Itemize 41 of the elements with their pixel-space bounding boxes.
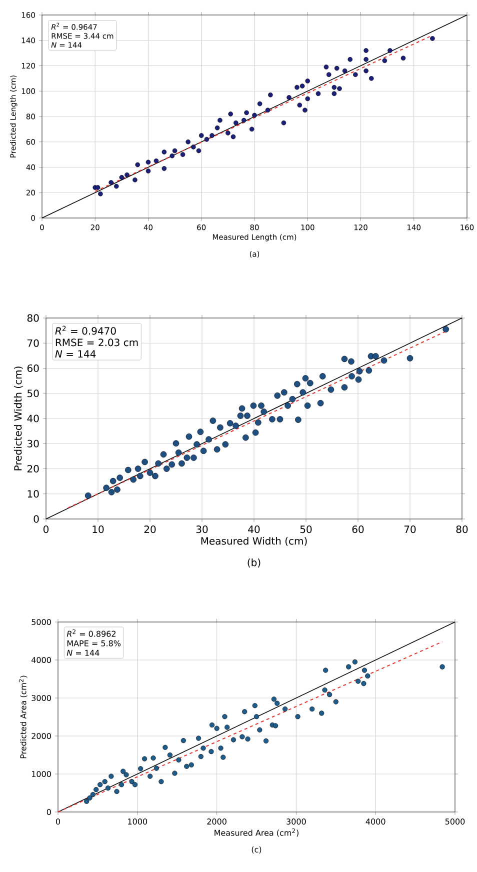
- x-tick-label: 50: [300, 526, 312, 534]
- y-tick-label: 0: [46, 808, 51, 816]
- y-tick-label: 4000: [31, 656, 51, 664]
- x-axis-title: Measured Area (cm$^{2}$): [214, 828, 298, 837]
- x-axis-title: Measured Width (cm): [201, 536, 307, 546]
- text: (c): [252, 846, 261, 854]
- x-tick-label: 0: [56, 818, 60, 825]
- x-tick-label: 20: [144, 526, 156, 534]
- x-tick-label: 70: [404, 526, 416, 534]
- x-tick-label: 10: [92, 526, 104, 534]
- text: (b): [248, 558, 260, 568]
- y-axis-title: Predicted Width (cm): [14, 366, 23, 470]
- y-tick-label: 20: [27, 464, 39, 473]
- annotation: N = 144: [66, 650, 100, 656]
- x-tick-label: 2000: [206, 818, 226, 825]
- y-tick-label: 40: [26, 414, 39, 422]
- annotation: R$^{2}$ = 0.8962: [66, 629, 116, 637]
- y-tick-label: 10: [28, 490, 39, 498]
- x-tick-label: 30: [196, 526, 208, 534]
- y-tick-label: 5000: [31, 618, 51, 626]
- y-tick-label: 60: [27, 364, 39, 372]
- y-tick-label: 1000: [32, 770, 51, 778]
- y-tick-label: 80: [27, 314, 39, 322]
- annotation: R$^{2}$ = 0.9470: [54, 326, 116, 335]
- annotation: N = 144: [54, 350, 96, 358]
- y-tick-label: 0: [34, 515, 39, 523]
- x-tick-label: 5000: [445, 818, 464, 825]
- y-tick-label: 50: [27, 390, 39, 398]
- y-tick-label: 30: [27, 440, 39, 448]
- annotation: MAPE = 5.8%: [67, 640, 120, 646]
- y-tick-label: 3000: [31, 694, 51, 702]
- y-tick-label: 2000: [31, 732, 51, 740]
- y-axis-title: Predicted Area (cm$^{2}$): [18, 676, 28, 758]
- x-tick-label: 80: [456, 526, 468, 534]
- x-tick-label: 3000: [286, 818, 306, 825]
- x-tick-label: 60: [352, 526, 364, 534]
- x-tick-label: 40: [248, 526, 260, 534]
- x-tick-label: 4000: [366, 818, 386, 825]
- y-tick-label: 70: [27, 339, 39, 347]
- x-tick-label: 1000: [128, 818, 147, 825]
- annotation: RMSE = 2.03 cm: [56, 338, 138, 346]
